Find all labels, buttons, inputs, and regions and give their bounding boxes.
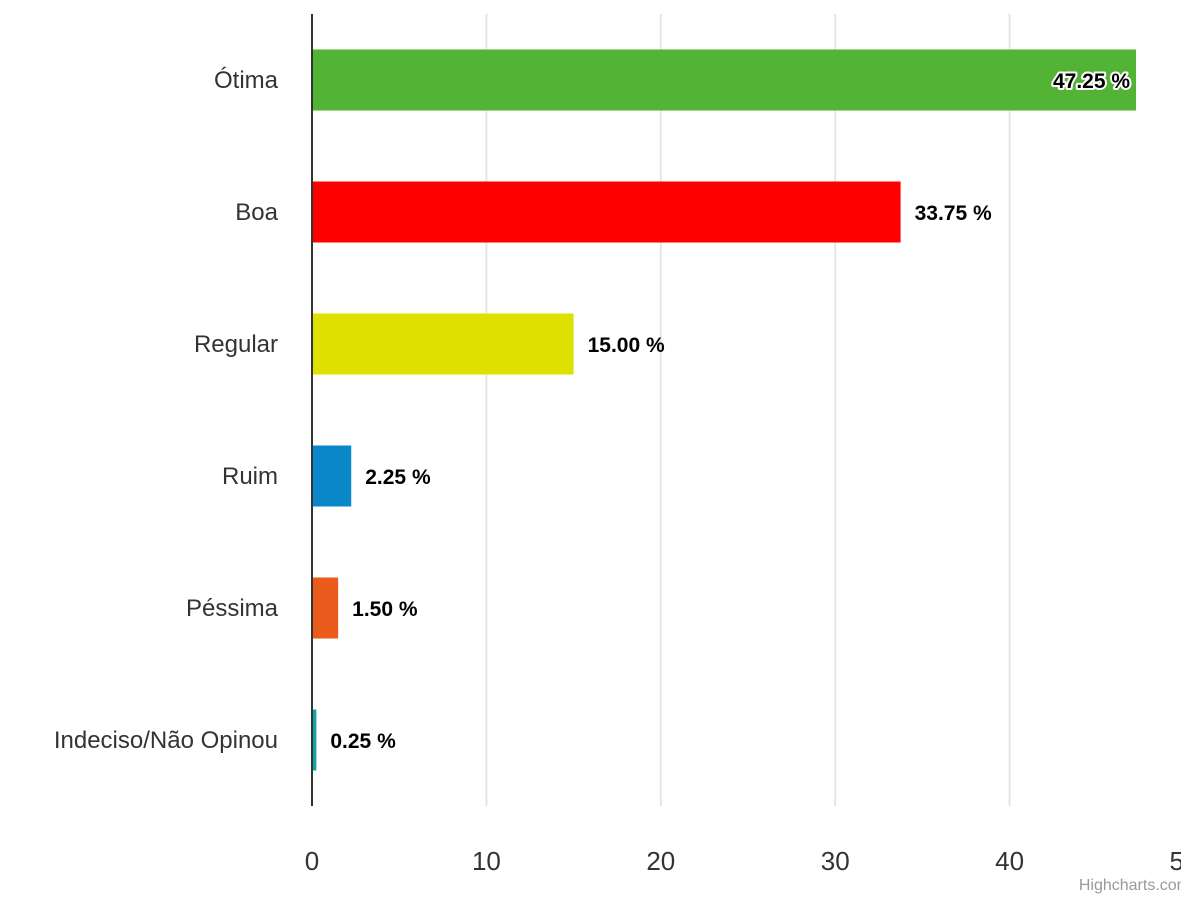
category-label: Ruim bbox=[222, 463, 278, 490]
category-label: Regular bbox=[194, 331, 278, 358]
bar-0[interactable] bbox=[312, 49, 1137, 111]
data-label: 1.50 % bbox=[352, 598, 418, 621]
data-label: 47.25 % bbox=[1053, 70, 1130, 93]
x-tick-label: 40 bbox=[995, 846, 1024, 876]
bar-4[interactable] bbox=[312, 577, 339, 639]
bar-1[interactable] bbox=[312, 181, 901, 243]
gridlines bbox=[485, 14, 1011, 806]
category-label: Ótima bbox=[214, 67, 279, 94]
labels: Ótima 47.25 % Boa 33.75 % Regular 15.00 % Ruim… bbox=[54, 67, 1133, 754]
bar-3[interactable] bbox=[312, 445, 352, 507]
credits-text[interactable]: Highcharts.com bbox=[1079, 877, 1181, 894]
x-tick-label: 30 bbox=[821, 846, 850, 876]
x-tick-label: 0 bbox=[305, 846, 319, 876]
bars bbox=[312, 49, 1137, 771]
category-label: Péssima bbox=[186, 595, 279, 622]
x-tick-label: 50 bbox=[1170, 846, 1181, 876]
x-tick-label: 20 bbox=[646, 846, 675, 876]
data-label: 0.25 % bbox=[330, 730, 396, 753]
bar-2[interactable] bbox=[312, 313, 574, 375]
axes: 0 10 20 30 40 50 bbox=[305, 14, 1181, 876]
category-label: Indeciso/Não Opinou bbox=[54, 727, 278, 754]
x-tick-label: 10 bbox=[472, 846, 501, 876]
category-label: Boa bbox=[235, 199, 278, 226]
data-label: 33.75 % bbox=[915, 202, 992, 225]
data-label: 15.00 % bbox=[588, 334, 665, 357]
data-label: 2.25 % bbox=[365, 466, 431, 489]
bar-5[interactable] bbox=[312, 709, 317, 771]
